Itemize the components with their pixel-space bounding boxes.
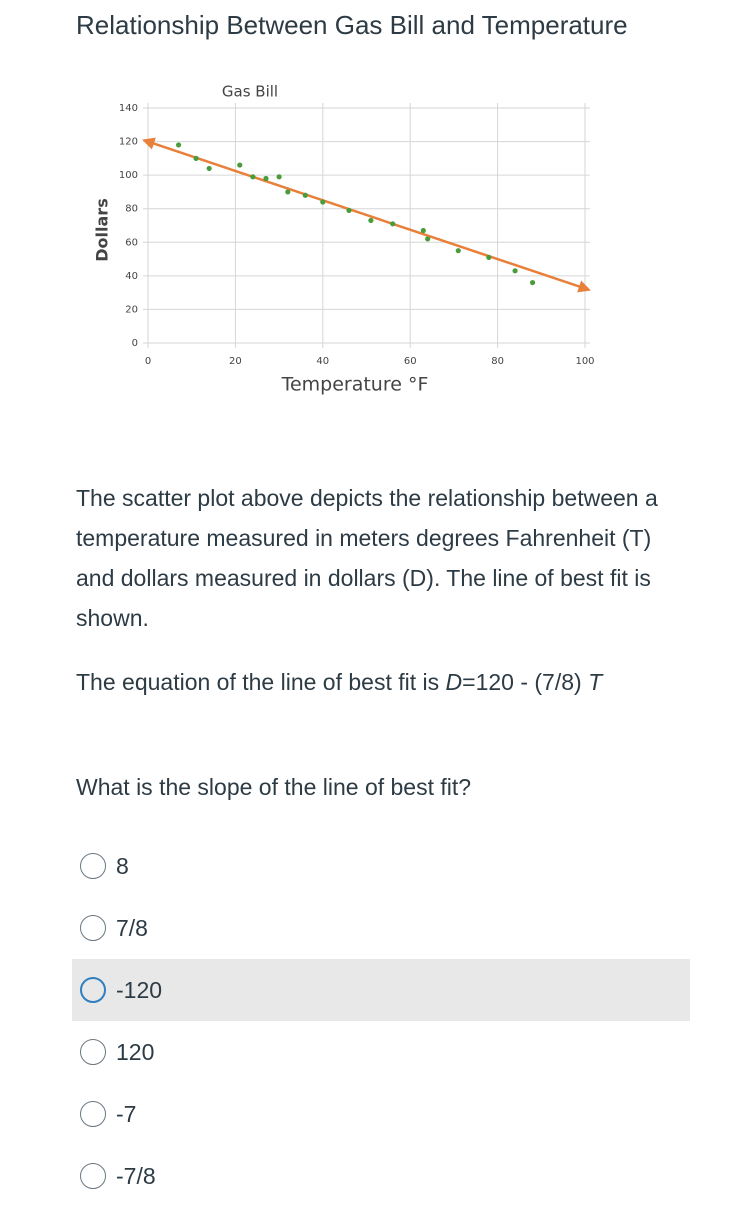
trend-line <box>142 137 591 293</box>
x-tick-label: 20 <box>229 356 242 367</box>
data-point <box>368 217 374 224</box>
option-label[interactable]: 8 <box>116 852 129 879</box>
data-point <box>285 189 291 195</box>
x-tick-label: 60 <box>404 356 417 367</box>
data-point <box>425 236 431 242</box>
y-axis-label: Dollars <box>93 198 112 261</box>
y-tick-label: 20 <box>125 304 138 315</box>
answer-option[interactable]: 120 <box>72 1021 690 1083</box>
radio-button[interactable] <box>80 1163 106 1189</box>
answer-option[interactable]: -7/8 <box>72 1145 690 1207</box>
option-label[interactable]: 7/8 <box>116 914 148 941</box>
radio-button[interactable] <box>80 853 106 879</box>
y-tick-label: 80 <box>125 204 138 215</box>
answer-option[interactable]: -120 <box>72 959 690 1021</box>
radio-button[interactable] <box>80 1039 106 1065</box>
x-tick-label: 100 <box>575 356 594 367</box>
radio-button[interactable] <box>80 977 106 1003</box>
data-point <box>175 142 182 148</box>
answer-option[interactable]: -7 <box>72 1083 690 1145</box>
equation-rhs: =120 - (7/8) <box>462 669 582 695</box>
x-tick-label: 40 <box>316 356 329 367</box>
description: The scatter plot above depicts the relat… <box>76 485 658 631</box>
data-point <box>206 165 212 172</box>
y-tick-label: 60 <box>125 237 138 248</box>
x-tick-label: 80 <box>491 356 504 367</box>
data-point <box>455 248 461 254</box>
data-point <box>276 174 282 180</box>
x-axis-label: Temperature °F <box>281 374 429 396</box>
y-tick-label: 0 <box>132 338 138 349</box>
radio-button[interactable] <box>80 1101 106 1127</box>
equation-var: T <box>588 669 603 695</box>
data-point <box>486 254 492 260</box>
data-point <box>512 268 518 274</box>
answer-option[interactable]: 8 <box>72 835 690 897</box>
data-point <box>250 174 256 180</box>
equation: The equation of the line of best fit is … <box>76 662 676 702</box>
data-point <box>237 162 243 168</box>
data-point <box>302 192 308 198</box>
data-point <box>390 221 396 227</box>
x-tick-label: 0 <box>145 356 151 367</box>
data-point <box>193 155 199 161</box>
equation-text: The equation of the line of best fit is <box>76 669 446 695</box>
page-title: Relationship Between Gas Bill and Temper… <box>76 10 628 40</box>
answer-option[interactable]: 7/8 <box>72 897 690 959</box>
data-point <box>420 227 426 234</box>
option-label[interactable]: -120 <box>116 976 163 1003</box>
y-tick-label: 120 <box>119 137 138 148</box>
y-tick-label: 40 <box>125 271 138 282</box>
y-tick-label: 140 <box>119 103 138 114</box>
equation-lhs: D <box>445 669 463 695</box>
option-label[interactable]: 120 <box>116 1038 155 1065</box>
question: What is the slope of the line of best fi… <box>76 774 472 800</box>
option-label[interactable]: -7 <box>116 1100 137 1127</box>
radio-button[interactable] <box>80 915 106 941</box>
options: 8 7/8 -120 120 -7 -7/8 <box>72 835 690 1207</box>
option-label[interactable]: -7/8 <box>116 1162 156 1189</box>
data-point <box>346 207 352 213</box>
chart: Gas Bill Temperature °F Dollars 0 20 40 60 8… <box>93 83 595 396</box>
data-point <box>529 279 536 286</box>
y-tick-label: 100 <box>119 170 138 181</box>
chart-title: Gas Bill <box>222 83 278 101</box>
data-point <box>263 175 269 182</box>
data-point <box>320 199 326 205</box>
